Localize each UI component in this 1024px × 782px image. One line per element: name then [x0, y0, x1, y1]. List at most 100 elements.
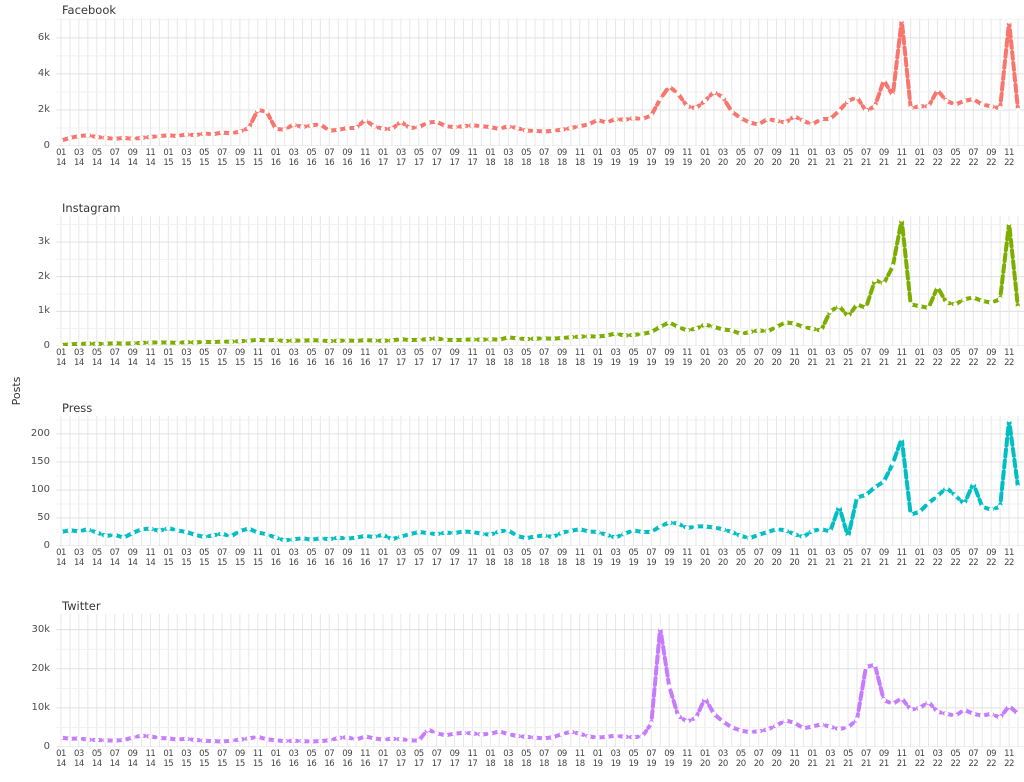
x-tick-label: 07 16	[324, 548, 335, 568]
major-gridlines	[56, 433, 1024, 546]
facet-title-twitter: Twitter	[62, 599, 101, 613]
x-tick-label: 01 14	[56, 749, 66, 769]
x-tick-label: 09 21	[878, 348, 889, 368]
facet-title-press: Press	[62, 401, 93, 415]
x-tick-label: 01 21	[807, 348, 818, 368]
x-tick-label: 07 15	[217, 148, 227, 168]
x-tick-label: 09 14	[127, 749, 138, 769]
minor-gridlines	[56, 419, 1024, 533]
x-tick-label: 11 14	[145, 548, 156, 568]
x-tick-label: 07 21	[861, 148, 871, 168]
facebook-y-axis: 0 2k 4k 6k	[0, 18, 56, 150]
x-tick-label: 11 22	[1004, 548, 1014, 568]
x-tick-label: 09 14	[127, 148, 138, 168]
x-tick-label: 09 18	[556, 548, 567, 568]
instagram-y-axis: 0 1k 2k 3k	[0, 216, 56, 351]
x-tick-label: 01 17	[378, 749, 388, 769]
x-tick-label: 03 18	[503, 148, 514, 168]
x-tick-label: 01 22	[914, 749, 925, 769]
x-tick-label: 09 19	[664, 148, 675, 168]
x-tick-label: 03 20	[717, 548, 728, 568]
x-tick-label: 07 20	[753, 749, 764, 769]
x-tick-label: 09 17	[449, 348, 460, 368]
x-tick-label: 07 21	[861, 548, 871, 568]
facebook-panel: Facebook 0 2k 4k 6k 01 14 03 14 05 14 07 14 09 14 11 1…	[0, 2, 1024, 178]
x-tick-label: 01 20	[700, 749, 710, 769]
y-tick-label: 20k	[31, 662, 50, 674]
x-tick-label: 05 21	[843, 348, 853, 368]
x-tick-label: 03 15	[181, 148, 192, 168]
major-gridlines	[56, 241, 1024, 346]
x-tick-label: 09 14	[127, 548, 138, 568]
point-markers	[58, 217, 1021, 346]
vertical-gridlines	[60, 416, 1019, 546]
x-tick-label: 07 17	[431, 548, 442, 568]
y-tick-label: 4k	[37, 67, 50, 79]
x-tick-label: 05 21	[843, 148, 853, 168]
x-tick-label: 01 18	[485, 749, 496, 769]
x-tick-label: 07 18	[539, 749, 549, 769]
x-tick-label: 07 21	[861, 749, 871, 769]
x-tick-label: 05 22	[950, 749, 961, 769]
x-tick-label: 09 16	[342, 148, 353, 168]
x-tick-label: 03 22	[932, 348, 943, 368]
x-tick-label: 11 18	[574, 148, 585, 168]
x-tick-label: 03 20	[717, 148, 728, 168]
x-tick-label: 09 16	[342, 548, 353, 568]
x-tick-label: 03 19	[610, 348, 621, 368]
x-tick-label: 05 21	[843, 749, 853, 769]
x-tick-label: 01 14	[56, 148, 66, 168]
x-tick-label: 11 16	[360, 548, 370, 568]
press-y-axis: 0 50 100 150 200	[0, 416, 56, 550]
x-tick-label: 11 16	[360, 749, 370, 769]
x-tick-label: 01 20	[700, 348, 710, 368]
x-tick-label: 05 20	[735, 348, 746, 368]
x-tick-label: 09 15	[234, 749, 245, 769]
x-tick-label: 07 18	[539, 348, 549, 368]
x-tick-label: 11 18	[574, 548, 585, 568]
y-tick-label: 0	[43, 540, 50, 551]
x-tick-label: 07 16	[324, 348, 335, 368]
x-tick-label: 07 17	[431, 148, 442, 168]
x-tick-label: 01 18	[485, 548, 496, 568]
x-tick-label: 03 15	[181, 749, 192, 769]
x-tick-label: 11 14	[145, 749, 156, 769]
x-tick-label: 05 15	[199, 148, 209, 168]
x-tick-label: 01 17	[378, 348, 388, 368]
press-chart-svg	[56, 416, 1024, 546]
x-tick-label: 05 14	[91, 148, 102, 168]
x-tick-label: 01 18	[485, 148, 496, 168]
point-markers	[58, 417, 1021, 543]
x-tick-label: 05 20	[735, 148, 746, 168]
y-tick-label: 6k	[37, 31, 50, 43]
major-gridlines	[56, 37, 1024, 146]
x-tick-label: 03 21	[825, 749, 836, 769]
y-tick-label: 1k	[37, 305, 50, 317]
x-tick-label: 03 17	[395, 548, 406, 568]
x-tick-label: 01 21	[807, 548, 818, 568]
x-tick-label: 09 17	[449, 548, 460, 568]
y-tick-label: 100	[30, 483, 50, 495]
x-tick-label: 05 19	[628, 348, 639, 368]
y-tick-label: 0	[43, 140, 50, 151]
x-tick-label: 01 15	[163, 348, 174, 368]
x-tick-label: 07 18	[539, 148, 549, 168]
x-tick-label: 09 16	[342, 749, 353, 769]
x-tick-label: 01 22	[914, 148, 925, 168]
x-tick-label: 01 21	[807, 749, 818, 769]
x-tick-label: 07 16	[324, 749, 335, 769]
vertical-gridlines	[60, 614, 1019, 747]
x-tick-label: 01 19	[592, 548, 603, 568]
x-tick-label: 03 19	[610, 548, 621, 568]
x-tick-label: 07 19	[646, 148, 657, 168]
x-tick-label: 05 19	[628, 548, 639, 568]
x-tick-label: 11 15	[252, 348, 263, 368]
x-tick-label: 11 20	[789, 548, 800, 568]
x-tick-label: 03 17	[395, 348, 406, 368]
x-tick-label: 01 16	[270, 749, 281, 769]
x-tick-label: 09 18	[556, 348, 567, 368]
x-tick-label: 03 17	[395, 749, 406, 769]
x-tick-label: 03 22	[932, 148, 943, 168]
x-tick-label: 09 20	[771, 348, 782, 368]
